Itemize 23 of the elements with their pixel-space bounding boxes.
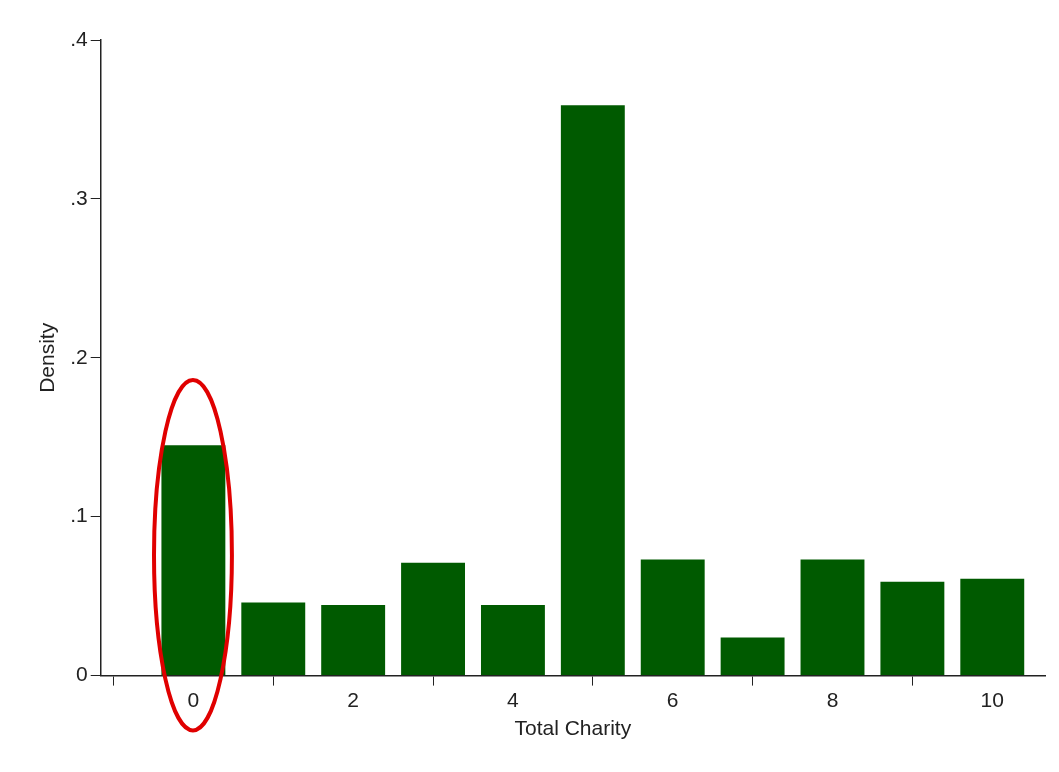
- bar: [960, 578, 1025, 676]
- bar: [640, 559, 705, 676]
- x-tick-label: 8: [826, 688, 839, 711]
- bar: [321, 604, 386, 676]
- y-tick-label: .3: [70, 185, 88, 209]
- y-tick-label: .2: [70, 344, 88, 368]
- bar: [401, 562, 466, 676]
- bar: [241, 602, 306, 676]
- y-axis-title: Density: [35, 322, 59, 393]
- bar: [480, 604, 545, 676]
- x-tick-label: 10: [980, 688, 1004, 711]
- bar: [800, 559, 865, 676]
- y-tick-label: 0: [76, 662, 88, 686]
- bar: [880, 581, 945, 676]
- x-tick-label: 2: [347, 688, 360, 711]
- x-tick-label: 0: [187, 688, 200, 711]
- x-tick-label: 4: [507, 688, 520, 711]
- bar: [560, 105, 625, 676]
- bar: [720, 637, 785, 676]
- x-tick-label: 6: [666, 688, 679, 711]
- x-axis-title: Total Charity: [514, 716, 632, 740]
- y-tick-label: .1: [70, 503, 88, 527]
- y-tick-label: .4: [70, 26, 89, 50]
